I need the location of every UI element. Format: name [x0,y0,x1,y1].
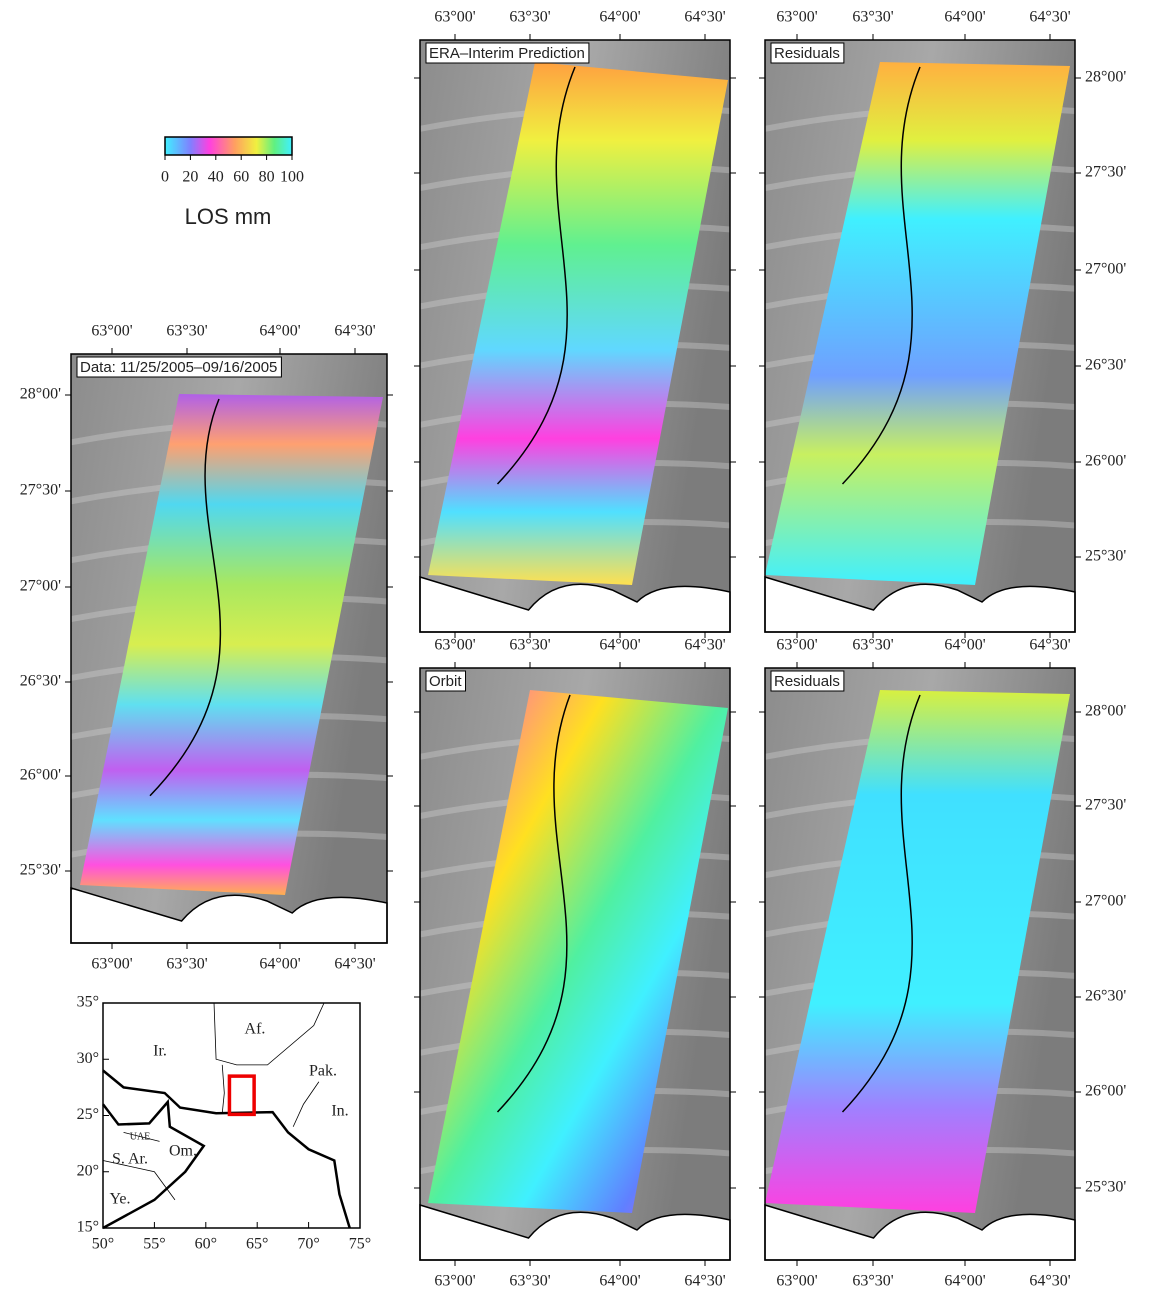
lat-label: 27°30' [1085,164,1126,181]
panel-title: Residuals [774,45,840,62]
map-panel: 63°00' 63°00' 63°30' 63°30' 64°00' 64°00' 64°3… [759,637,1126,1290]
lon-label: 64°00' [944,9,985,26]
region-label: Om. [169,1143,197,1160]
lat-label: 26°00' [1085,453,1126,470]
lon-label: 63°00' [776,637,817,654]
lon-label: 63°30' [852,1273,893,1290]
region-label: Ye. [109,1191,130,1208]
inset-lat-label: 25° [77,1106,99,1123]
lon-label: 63°30' [166,323,207,340]
lon-label: 63°00' [434,1273,475,1290]
panel-title: Residuals [774,673,840,690]
lon-label: 63°00' [91,956,132,973]
inset-lat-label: 15° [77,1219,99,1236]
colorbar-label: LOS mm [185,204,272,229]
lat-label: 26°30' [20,673,61,690]
colorbar-tick-label: 20 [182,169,198,186]
lon-label: 64°00' [944,637,985,654]
lon-label: 63°00' [434,9,475,26]
lat-label: 27°30' [1085,797,1126,814]
lon-label: 64°30' [1029,637,1070,654]
lon-label: 64°30' [684,1273,725,1290]
study-area [229,1076,254,1114]
lon-label: 63°00' [91,323,132,340]
region-label: UAE [130,1131,151,1142]
lon-label: 63°30' [509,637,550,654]
panel-title: ERA–Interim Prediction [429,45,585,62]
lat-label: 26°00' [1085,1083,1126,1100]
colorbar [165,137,292,155]
lon-label: 63°00' [776,9,817,26]
border [103,1003,324,1200]
coastline [103,1071,350,1229]
lat-label: 25°30' [20,862,61,879]
lon-label: 64°00' [944,1273,985,1290]
lon-label: 64°00' [599,9,640,26]
lon-label: 64°00' [259,323,300,340]
lat-label: 26°30' [1085,988,1126,1005]
region-label: Pak. [309,1063,337,1080]
lat-label: 27°00' [1085,261,1126,278]
lat-label: 26°00' [20,767,61,784]
map-panel: 63°00' 63°00' 63°30' 63°30' 64°00' 64°00' 64°3… [414,637,736,1290]
inset-map: 35° 30° 25° 20° 15°50° 55° 60° 65° 70° 75° Ir. Af. P… [77,994,372,1253]
colorbar-tick-label: 100 [280,169,304,186]
lon-label: 64°30' [684,9,725,26]
inset-lon-label: 70° [297,1236,319,1253]
region-label: Ir. [153,1043,167,1060]
map-panel: 63°00' 63°30' 64°00' 64°30' ERA–Interim Pred… [414,9,736,638]
lon-label: 63°30' [852,637,893,654]
inset-lon-label: 50° [92,1236,114,1253]
lon-label: 64°00' [599,637,640,654]
lat-label: 27°30' [20,482,61,499]
panel-title: Orbit [429,673,462,690]
lon-label: 64°30' [334,323,375,340]
lat-label: 27°00' [20,578,61,595]
colorbar-tick-label: 80 [259,169,275,186]
lat-label: 27°00' [1085,893,1126,910]
region-label: Af. [245,1021,266,1038]
inset-lon-label: 60° [195,1236,217,1253]
lon-label: 63°30' [852,9,893,26]
lon-label: 64°00' [259,956,300,973]
lat-label: 25°30' [1085,1179,1126,1196]
region-label: In. [331,1103,348,1120]
lat-label: 28°00' [20,386,61,403]
lon-label: 63°00' [434,637,475,654]
lon-label: 64°30' [1029,1273,1070,1290]
lat-label: 28°00' [1085,703,1126,720]
lon-label: 63°30' [509,9,550,26]
inset-lon-label: 75° [349,1236,371,1253]
lon-label: 63°00' [776,1273,817,1290]
lat-label: 26°30' [1085,357,1126,374]
figure: LOS mm 02040608010063°00'63°00'63°30'63°… [0,0,1150,1295]
colorbar-tick-label: 40 [208,169,224,186]
region-label: S. Ar. [112,1151,148,1168]
inset-lat-label: 20° [77,1162,99,1179]
lon-label: 63°30' [166,956,207,973]
colorbar-tick-label: 60 [233,169,249,186]
map-panel: 63°00' 63°30' 64°00' 64°30' 28°00' 27°30' 27°0… [759,9,1126,638]
inset-lat-label: 30° [77,1050,99,1067]
lat-label: 28°00' [1085,69,1126,86]
lon-label: 63°30' [509,1273,550,1290]
panel-title: Data: 11/25/2005–09/16/2005 [80,359,277,376]
lon-label: 64°30' [684,637,725,654]
inset-lon-label: 65° [246,1236,268,1253]
inset-lat-label: 35° [77,994,99,1011]
map-panel: 63°00' 63°00' 63°30' 63°30' 64°00' 64°00' 64°3… [20,323,393,973]
inset-lon-label: 55° [143,1236,165,1253]
colorbar-tick-label: 0 [161,169,169,186]
lon-label: 64°30' [1029,9,1070,26]
lon-label: 64°30' [334,956,375,973]
lat-label: 25°30' [1085,548,1126,565]
lon-label: 64°00' [599,1273,640,1290]
